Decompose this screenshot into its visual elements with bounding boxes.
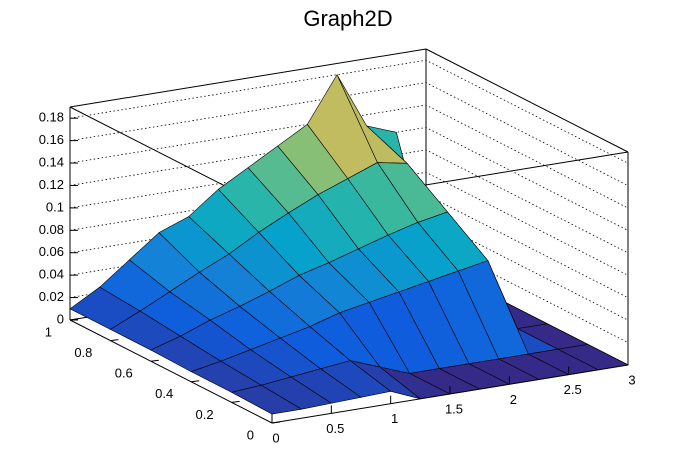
y-tick (231, 400, 240, 403)
y-tick (110, 339, 119, 342)
z-tick-label: 0.1 (46, 199, 64, 214)
surface-cell (230, 384, 303, 415)
y-tick (69, 318, 79, 321)
y-tick-label: 0.2 (196, 407, 214, 422)
grid-line (69, 82, 629, 186)
z-tick-label: 0.04 (39, 267, 64, 282)
y-tick-label: 0.4 (155, 386, 173, 401)
y-tick (191, 380, 200, 383)
z-tick-label: 0.02 (39, 289, 64, 304)
y-tick-label: 0 (247, 427, 254, 442)
x-tick-label: 2 (510, 392, 517, 407)
z-tick-label: 0.16 (39, 132, 64, 147)
grid-line (69, 127, 629, 231)
x-tick-label: 1 (391, 411, 398, 426)
y-tick (271, 421, 281, 424)
x-tick-label: 0.5 (326, 421, 344, 436)
chart-title: Graph2D (303, 6, 392, 31)
grid-line (69, 149, 629, 254)
z-tick-label: 0.14 (39, 154, 64, 169)
x-tick-label: 3 (628, 372, 635, 387)
grid-line (69, 104, 629, 209)
box-edge (425, 48, 629, 153)
x-tick-label: 0 (272, 430, 279, 445)
box-edge (69, 48, 427, 108)
z-tick-label: 0.18 (39, 110, 64, 125)
z-tick-label: 0.08 (39, 222, 64, 237)
z-tick-label: 0.12 (39, 177, 64, 192)
grid-line (69, 59, 629, 164)
x-tick-label: 1.5 (445, 401, 463, 416)
y-tick-label: 0.6 (115, 366, 133, 381)
x-tick-label: 2.5 (564, 382, 582, 397)
y-axis (69, 319, 273, 424)
grid-line (69, 171, 629, 276)
y-tick (150, 359, 159, 362)
y-tick-label: 1 (45, 324, 52, 339)
z-tick-label: 0.06 (39, 244, 64, 259)
y-tick-label: 0.8 (74, 345, 92, 360)
z-tick-label: 0 (57, 311, 64, 326)
